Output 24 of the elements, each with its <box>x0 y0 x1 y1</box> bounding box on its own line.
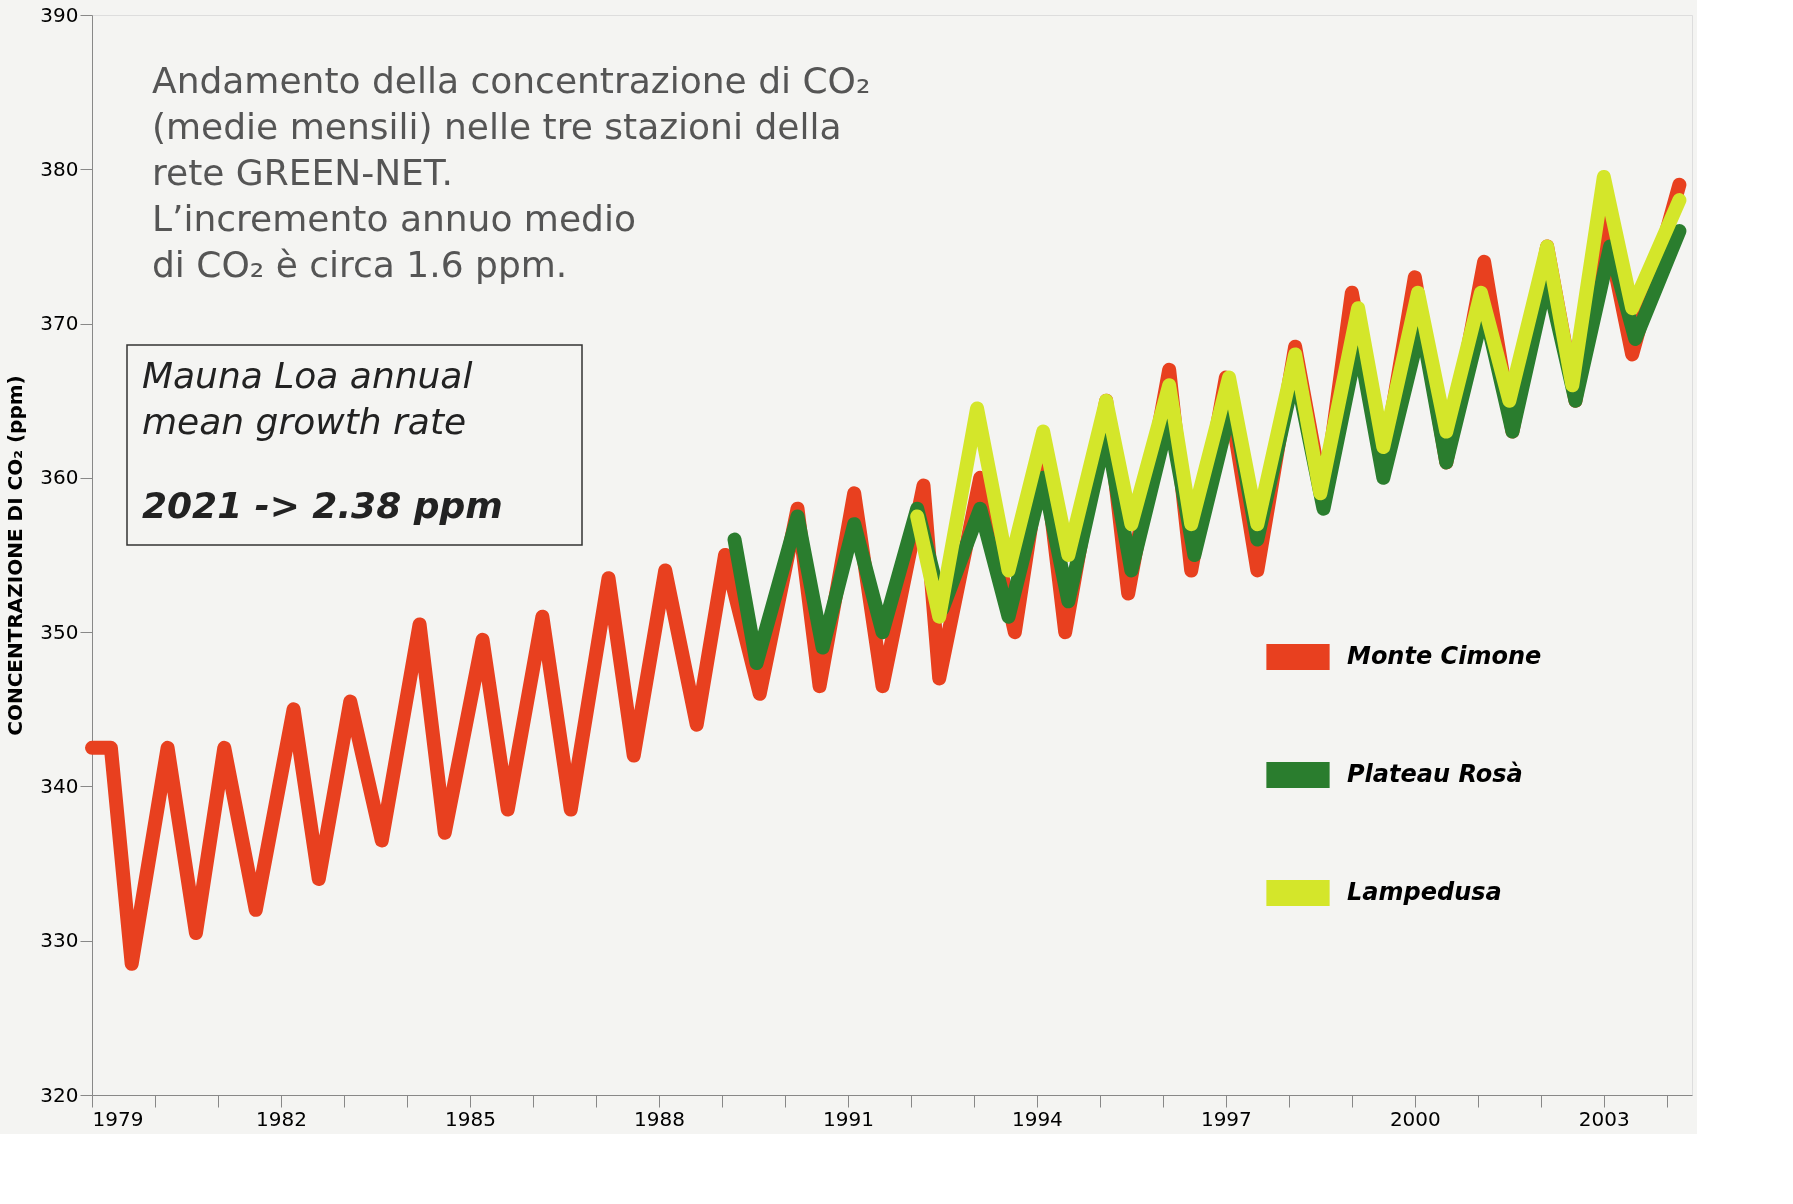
annotation: Andamento della concentrazione di CO₂ (medie mensili) nelle tre stazioni della rete GREEN-NET. L’incremento annuo medio di CO₂ è circa 1.6 ppm. <box>152 60 871 285</box>
x-tick-label: 1979 <box>92 1106 144 1131</box>
y-tick-label: 380 <box>40 156 79 181</box>
x-tick-label: 2003 <box>1578 1106 1630 1131</box>
y-tick-label: 330 <box>40 928 79 953</box>
legend-label: Monte Cimone <box>1347 642 1542 670</box>
x-tick-label: 1991 <box>822 1106 874 1131</box>
y-tick-label: 370 <box>40 311 79 336</box>
y-axis-title: CONCENTRAZIONE DI CO₂ (ppm) <box>3 375 28 736</box>
x-tick-label: 1982 <box>256 1106 307 1131</box>
x-tick-label: 1985 <box>445 1106 496 1131</box>
x-tick-label: 1994 <box>1011 1106 1063 1131</box>
x-tick-label: 1988 <box>633 1106 685 1131</box>
x-tick-label: 2000 <box>1389 1106 1441 1131</box>
y-tick-label: 360 <box>40 465 79 490</box>
x-tick-label: 1997 <box>1200 1106 1252 1131</box>
legend-label: Plateau Rosà <box>1347 760 1523 788</box>
annotation: 2021 -> 2.38 ppm <box>142 485 503 526</box>
y-tick-label: 320 <box>40 1082 79 1107</box>
y-tick-label: 390 <box>40 2 79 27</box>
y-tick-label: 350 <box>40 619 79 644</box>
legend-label: Lampedusa <box>1347 878 1502 906</box>
y-tick-label: 340 <box>40 773 79 798</box>
annotation: Mauna Loa annual mean growth rate <box>142 355 473 442</box>
